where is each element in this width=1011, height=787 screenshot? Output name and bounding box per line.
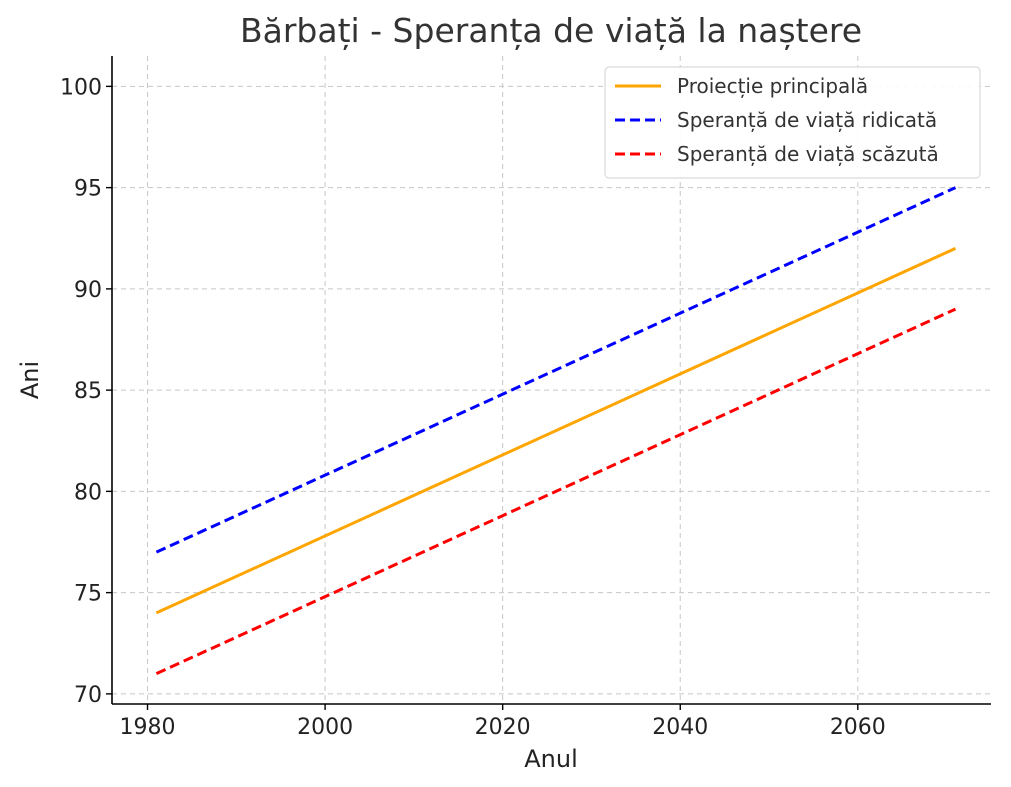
y-axis-label: Ani <box>16 361 44 399</box>
series-line-speranta-de-viata-ridicata <box>155 186 957 554</box>
y-tick-label: 75 <box>74 582 102 607</box>
series-line-speranta-de-viata-scazuta <box>155 307 957 675</box>
x-tick-label: 2020 <box>475 715 531 740</box>
y-tick-label: 85 <box>74 379 102 404</box>
x-tick-label: 1980 <box>120 715 176 740</box>
x-axis-label: Anul <box>524 745 578 773</box>
grid <box>112 56 991 704</box>
x-tick-label: 2040 <box>652 715 708 740</box>
legend-box <box>604 66 981 179</box>
y-tick-label: 80 <box>74 480 102 505</box>
legend-label: Speranță de viață scăzută <box>677 142 939 166</box>
series-line-proiectie-principala <box>155 247 957 615</box>
series-lines <box>155 186 957 675</box>
y-tick-label: 70 <box>74 683 102 708</box>
x-tick-label: 2060 <box>830 715 886 740</box>
y-tick-label: 95 <box>74 177 102 202</box>
y-tick-label: 90 <box>74 278 102 303</box>
chart-title: Bărbați - Speranța de viață la naștere <box>240 11 862 51</box>
x-tick-label: 2000 <box>297 715 353 740</box>
y-tick-label: 100 <box>60 75 102 100</box>
ticks: 1980 2000 2020 2040 2060 70 75 80 85 90 95 100 <box>60 75 886 740</box>
legend-label: Speranță de viață ridicată <box>677 108 937 132</box>
legend-label: Proiecție principală <box>677 74 868 98</box>
legend: Proiecție principală Speranță de viață ri… <box>604 66 981 179</box>
